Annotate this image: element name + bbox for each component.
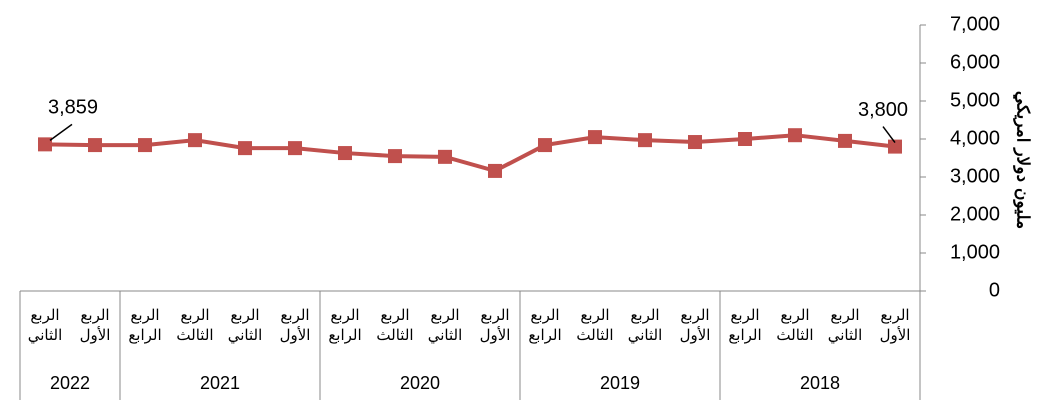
category-cell: الربع الثاني bbox=[227, 306, 263, 344]
x-tick-label: الربع الرابع bbox=[328, 306, 362, 344]
x-tick-label: الربع الثالث bbox=[376, 306, 414, 344]
category-cell: الربع الثالث bbox=[576, 306, 614, 344]
x-tick-label: الربع الثاني bbox=[27, 306, 63, 344]
category-cell: الربع الثالث bbox=[776, 306, 814, 344]
y-tick-label: 1,000 bbox=[950, 241, 1000, 263]
x-tick-label: الربع الثاني bbox=[827, 306, 863, 344]
marker bbox=[138, 138, 152, 153]
x-tick-label: الربع الثاني bbox=[427, 306, 463, 344]
y-tick-label: 7,000 bbox=[950, 13, 1000, 35]
marker bbox=[538, 138, 552, 153]
y-tick-label: 2,000 bbox=[950, 203, 1000, 225]
x-tick-label: الربع الثالث bbox=[576, 306, 614, 344]
x-tick-label: الربع الأول bbox=[79, 306, 111, 344]
marker bbox=[438, 149, 452, 164]
group-label: 2019 bbox=[600, 373, 640, 393]
category-cell: الربع الثاني bbox=[827, 306, 863, 344]
marker bbox=[788, 128, 802, 143]
leader-line bbox=[882, 126, 896, 144]
marker bbox=[688, 135, 702, 150]
x-tick-label: الربع الرابع bbox=[128, 306, 162, 344]
x-tick-label: الربع الثاني bbox=[627, 306, 663, 344]
marker bbox=[888, 139, 902, 154]
x-tick-label: الربع الثالث bbox=[176, 306, 214, 344]
group-label: 2020 bbox=[400, 373, 440, 393]
x-tick-label: الربع الأول bbox=[679, 306, 711, 344]
x-tick-label: الربع الثالث bbox=[776, 306, 814, 344]
leader-line bbox=[49, 123, 73, 141]
marker bbox=[638, 133, 652, 148]
data-label: 3,859 bbox=[48, 97, 98, 119]
category-cell: الربع الثالث bbox=[176, 306, 214, 344]
category-cell: الربع الأول bbox=[879, 306, 911, 344]
x-tick-label: الربع الأول bbox=[479, 306, 511, 344]
group-label: 2022 bbox=[50, 373, 90, 393]
x-tick-label: الربع الأول bbox=[279, 306, 311, 344]
category-cell: الربع الرابع bbox=[328, 306, 362, 344]
y-tick-label: 3,000 bbox=[950, 165, 1000, 187]
y-tick-label: 6,000 bbox=[950, 51, 1000, 73]
category-cell: الربع الرابع bbox=[128, 306, 162, 344]
category-cell: الربع الأول bbox=[479, 306, 511, 344]
category-cell: الربع الثاني bbox=[627, 306, 663, 344]
x-tick-label: الربع الرابع bbox=[528, 306, 562, 344]
x-tick-label: الربع الثاني bbox=[227, 306, 263, 344]
category-cell: الربع الثاني bbox=[427, 306, 463, 344]
marker bbox=[388, 149, 402, 164]
marker bbox=[588, 130, 602, 145]
category-cell: الربع الأول bbox=[279, 306, 311, 344]
data-label: 3,800 bbox=[858, 99, 908, 121]
y-tick-label: 4,000 bbox=[950, 127, 1000, 149]
category-cell: الربع الثاني bbox=[27, 306, 63, 344]
marker bbox=[338, 146, 352, 161]
x-tick-label: الربع الرابع bbox=[728, 306, 762, 344]
category-cell: الربع الأول bbox=[679, 306, 711, 344]
category-cell: الربع الثالث bbox=[376, 306, 414, 344]
category-cell: الربع الرابع bbox=[728, 306, 762, 344]
marker bbox=[88, 138, 102, 153]
y-axis-title: مليون دولار امريكي bbox=[1013, 91, 1033, 229]
group-label: 2018 bbox=[800, 373, 840, 393]
category-cell: الربع الرابع bbox=[528, 306, 562, 344]
y-tick-label: 5,000 bbox=[950, 89, 1000, 111]
marker bbox=[738, 132, 752, 146]
group-label: 2021 bbox=[200, 373, 240, 393]
series-line bbox=[44, 133, 896, 174]
marker bbox=[838, 133, 852, 148]
marker bbox=[38, 137, 52, 152]
marker bbox=[238, 141, 252, 156]
x-tick-label: الربع الأول bbox=[879, 306, 911, 344]
marker bbox=[488, 163, 502, 178]
y-tick-label: 0 bbox=[989, 279, 1000, 301]
category-cell: الربع الأول bbox=[79, 306, 111, 344]
marker bbox=[288, 141, 302, 156]
marker bbox=[188, 133, 202, 148]
